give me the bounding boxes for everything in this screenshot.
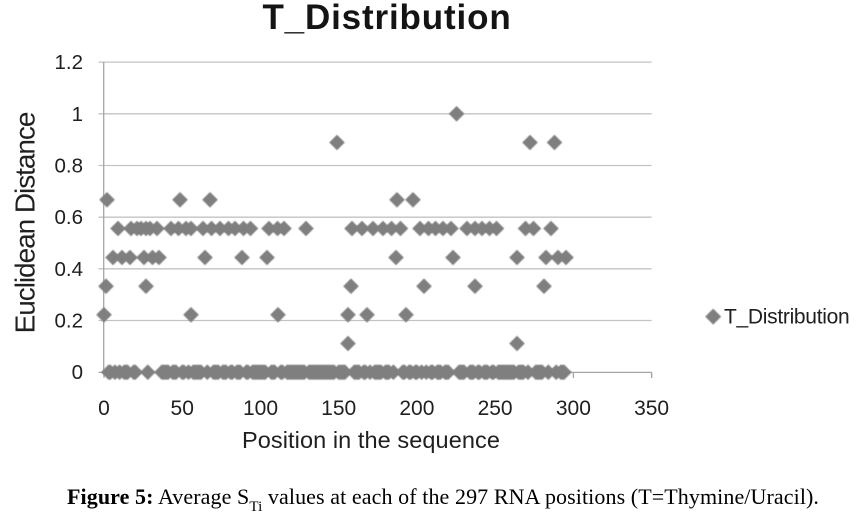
svg-text:1.2: 1.2 [55, 51, 84, 74]
svg-text:350: 350 [634, 397, 669, 420]
svg-text:200: 200 [399, 397, 434, 420]
svg-text:1: 1 [72, 103, 83, 126]
svg-text:0: 0 [98, 397, 110, 420]
svg-text:150: 150 [321, 397, 356, 420]
svg-text:0.6: 0.6 [55, 206, 84, 229]
svg-text:Position in the sequence: Position in the sequence [242, 427, 500, 453]
svg-text:Euclidean Distance: Euclidean Distance [10, 112, 41, 333]
svg-text:250: 250 [478, 397, 513, 420]
svg-text:0.2: 0.2 [55, 310, 84, 333]
svg-text:T_Distribution: T_Distribution [262, 0, 511, 37]
svg-text:0.4: 0.4 [55, 258, 84, 281]
svg-text:T_Distribution: T_Distribution [724, 306, 849, 329]
svg-text:100: 100 [243, 397, 278, 420]
svg-text:50: 50 [171, 397, 194, 420]
svg-text:0: 0 [72, 361, 83, 384]
svg-text:300: 300 [556, 397, 591, 420]
svg-text:0.8: 0.8 [55, 155, 84, 178]
